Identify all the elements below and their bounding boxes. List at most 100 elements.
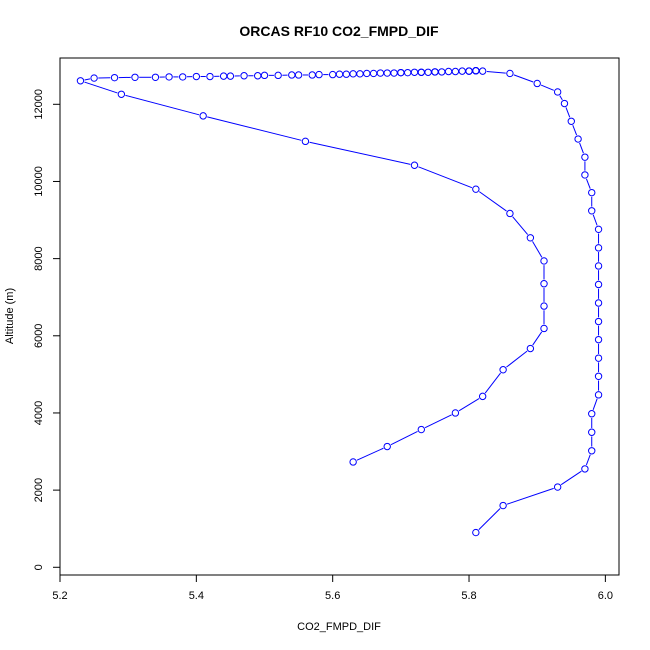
series-line-segment xyxy=(486,70,506,74)
data-point xyxy=(131,73,139,81)
data-point xyxy=(594,280,603,289)
data-point xyxy=(410,161,419,169)
data-point xyxy=(540,302,548,310)
series-line-segment xyxy=(585,454,591,466)
data-point xyxy=(588,410,596,418)
data-point xyxy=(472,185,480,193)
data-point xyxy=(581,153,589,161)
data-point xyxy=(594,372,603,381)
data-point xyxy=(151,73,160,81)
x-axis-label: CO2_FMPD_DIF xyxy=(297,621,381,633)
series-line-segment xyxy=(506,350,528,368)
data-point xyxy=(199,112,207,120)
data-point xyxy=(376,69,385,77)
series-line-segment xyxy=(84,78,91,81)
data-point xyxy=(560,99,569,108)
y-axis-label: Altitude (m) xyxy=(4,288,16,344)
data-point xyxy=(540,280,548,288)
data-point xyxy=(478,67,487,75)
chart-title: ORCAS RF10 CO2_FMPD_DIF xyxy=(239,23,439,39)
series-line-segment xyxy=(560,470,582,486)
data-point xyxy=(526,344,535,353)
series-line-segment xyxy=(309,141,411,165)
data-point xyxy=(342,70,351,78)
data-point xyxy=(594,391,603,399)
series-line-segment xyxy=(565,107,571,118)
data-point xyxy=(383,442,391,451)
data-point xyxy=(117,90,126,98)
data-point xyxy=(499,501,507,510)
x-tick-label: 6.0 xyxy=(598,590,613,602)
data-point xyxy=(499,366,507,374)
y-tick-label: 4000 xyxy=(33,401,45,425)
data-point xyxy=(335,70,344,78)
data-point xyxy=(383,69,391,77)
series-line-segment xyxy=(532,241,543,258)
data-point xyxy=(451,67,460,76)
series-line-segment xyxy=(458,398,480,412)
data-point xyxy=(424,68,432,76)
series-line-segment xyxy=(512,216,529,235)
data-point xyxy=(594,335,603,344)
plot-frame xyxy=(59,57,620,576)
series-line-segment xyxy=(513,74,534,83)
data-point xyxy=(567,117,575,125)
x-tick-label: 5.6 xyxy=(325,590,340,602)
series-line-segment xyxy=(207,116,302,141)
data-point xyxy=(472,67,480,75)
x-tick-label: 5.4 xyxy=(189,590,204,602)
series-line-segment xyxy=(356,447,384,461)
data-point xyxy=(356,70,364,78)
data-point xyxy=(553,88,562,96)
data-point xyxy=(540,257,548,265)
data-point xyxy=(417,68,426,76)
series-line-segment xyxy=(478,508,501,530)
series-line-segment xyxy=(592,398,598,410)
data-point xyxy=(458,67,466,75)
data-point xyxy=(472,528,480,537)
series-line-segment xyxy=(424,414,452,429)
data-point xyxy=(594,225,603,234)
data-point xyxy=(76,77,85,85)
data-point xyxy=(444,67,453,76)
data-point xyxy=(240,72,248,80)
data-point xyxy=(260,71,269,80)
series-line-segment xyxy=(592,214,598,226)
data-point xyxy=(179,73,187,81)
data-point xyxy=(431,68,439,76)
data-point xyxy=(581,465,589,473)
data-point xyxy=(588,447,596,455)
series-line-segment xyxy=(390,430,418,446)
data-point xyxy=(588,188,596,197)
series-line-segment xyxy=(418,166,473,189)
data-point xyxy=(165,73,173,81)
data-point xyxy=(219,72,228,80)
data-point xyxy=(594,299,603,307)
data-point xyxy=(294,71,303,79)
data-point xyxy=(349,70,357,78)
x-tick-label: 5.8 xyxy=(461,590,476,602)
data-point xyxy=(349,458,357,466)
data-point xyxy=(594,262,603,270)
data-point xyxy=(533,79,541,88)
data-point xyxy=(288,71,296,79)
data-point xyxy=(506,69,514,78)
data-point xyxy=(581,171,589,179)
data-point xyxy=(397,68,405,77)
data-point xyxy=(308,71,316,79)
data-point xyxy=(315,70,323,79)
data-point xyxy=(206,72,214,81)
data-point xyxy=(553,483,562,491)
data-point xyxy=(478,392,487,401)
series-line-segment xyxy=(572,125,578,136)
data-point xyxy=(192,72,201,81)
data-point xyxy=(506,209,514,218)
y-axis: 0 2000 4000 6000 8000 10000 12000 xyxy=(33,89,60,570)
data-point xyxy=(526,234,535,242)
data-point xyxy=(90,74,98,82)
data-point xyxy=(451,409,460,417)
data-point xyxy=(410,68,419,76)
y-tick-label: 8000 xyxy=(33,246,45,270)
y-tick-label: 0 xyxy=(33,564,45,570)
